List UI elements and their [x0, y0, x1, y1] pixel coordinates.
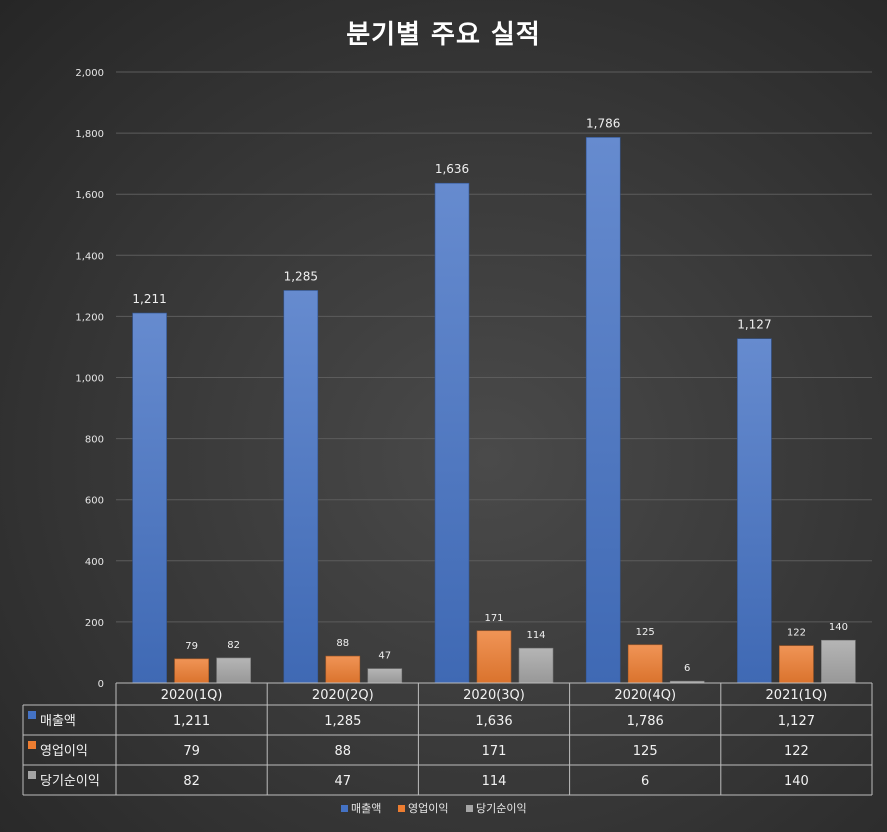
bar-net-income [821, 639, 856, 684]
data-label: 1,127 [737, 318, 771, 332]
y-tick-label: 0 [98, 679, 104, 690]
table-series-name: 영업이익 [40, 744, 88, 759]
table-cell: 1,285 [324, 714, 361, 729]
data-label: 125 [636, 627, 655, 638]
data-label: 82 [227, 640, 240, 651]
y-tick-label: 600 [85, 496, 104, 507]
bar-sales [434, 182, 470, 684]
data-label: 88 [336, 638, 349, 649]
data-label: 140 [829, 622, 848, 633]
data-label: 47 [378, 651, 391, 662]
bar-sales [585, 137, 621, 684]
data-label: 1,636 [435, 162, 469, 176]
table-cell: 125 [633, 744, 658, 759]
table-series-name: 당기순이익 [40, 774, 100, 789]
table-legend-key [28, 711, 36, 719]
table-series-name: 매출액 [40, 714, 76, 729]
bar-net-income [367, 668, 403, 684]
data-label: 122 [787, 628, 806, 639]
bar-sales [737, 338, 772, 684]
y-tick-label: 1,800 [75, 129, 104, 140]
table-cell: 114 [482, 774, 507, 789]
bar-sales [283, 290, 319, 684]
table-cell: 79 [183, 744, 200, 759]
bar-operating-profit [779, 645, 814, 684]
x-tick-label: 2020(2Q) [312, 688, 374, 703]
table-cell: 47 [335, 774, 352, 789]
y-tick-label: 2,000 [75, 68, 104, 79]
x-tick-label: 2020(4Q) [614, 688, 676, 703]
bar-operating-profit [627, 644, 663, 684]
bar-operating-profit [174, 658, 209, 684]
y-tick-label: 800 [85, 435, 104, 446]
y-tick-label: 1,000 [75, 374, 104, 385]
y-tick-label: 1,400 [75, 251, 104, 262]
bar-net-income [518, 647, 554, 684]
table-cell: 1,211 [173, 714, 210, 729]
x-tick-label: 2020(1Q) [161, 688, 223, 703]
table-cell: 88 [335, 744, 352, 759]
bar-sales [132, 312, 167, 684]
data-label: 79 [185, 641, 198, 652]
table-cell: 1,786 [627, 714, 664, 729]
legend-label: 매출액 [351, 802, 381, 815]
y-tick-label: 400 [85, 557, 104, 568]
legend-label: 영업이익 [408, 802, 448, 815]
legend-key [341, 805, 348, 812]
table-cell: 171 [482, 744, 507, 759]
data-label: 1,285 [284, 269, 318, 283]
y-tick-label: 200 [85, 618, 104, 629]
table-legend-key [28, 741, 36, 749]
data-label: 1,786 [586, 116, 620, 130]
table-cell: 6 [641, 774, 649, 789]
data-label: 6 [684, 663, 690, 674]
table-cell: 140 [784, 774, 809, 789]
bar-operating-profit [325, 655, 361, 684]
table-cell: 82 [183, 774, 200, 789]
bar-net-income [216, 657, 251, 684]
x-tick-label: 2020(3Q) [463, 688, 525, 703]
data-label: 1,211 [132, 292, 166, 306]
table-cell: 1,127 [778, 714, 815, 729]
table-legend-key [28, 771, 36, 779]
chart-title: 분기별 주요 실적 [346, 20, 541, 50]
y-tick-label: 1,200 [75, 312, 104, 323]
y-tick-label: 1,600 [75, 190, 104, 201]
bar-operating-profit [476, 630, 512, 684]
table-cell: 122 [784, 744, 809, 759]
table-cell: 1,636 [475, 714, 512, 729]
x-tick-label: 2021(1Q) [766, 688, 828, 703]
legend-key [398, 805, 405, 812]
legend-key [466, 805, 473, 812]
data-label: 171 [484, 613, 503, 624]
legend-label: 당기순이익 [476, 802, 527, 815]
data-label: 114 [526, 630, 545, 641]
